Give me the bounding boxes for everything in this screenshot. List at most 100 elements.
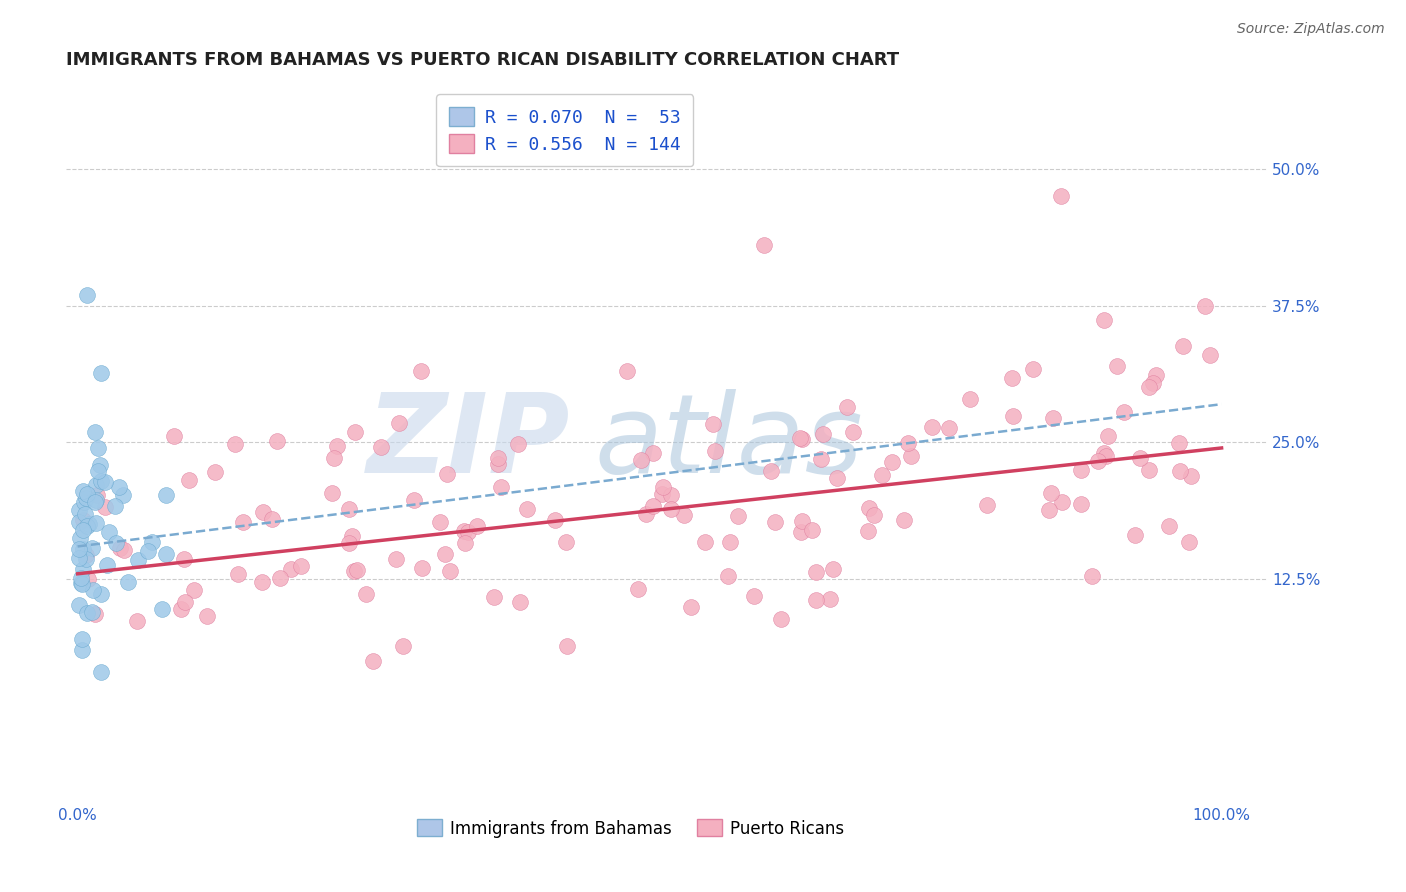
- Point: [323, 451, 346, 466]
- Point: [509, 595, 531, 609]
- Point: [72, 577, 94, 591]
- Point: [197, 608, 219, 623]
- Point: [703, 444, 725, 458]
- Point: [1022, 361, 1045, 376]
- Point: [727, 508, 749, 523]
- Point: [141, 534, 163, 549]
- Point: [818, 591, 841, 606]
- Point: [321, 486, 343, 500]
- Point: [790, 524, 813, 539]
- Point: [439, 564, 461, 578]
- Point: [72, 523, 94, 537]
- Point: [821, 562, 844, 576]
- Text: ZIP: ZIP: [367, 389, 571, 496]
- Point: [770, 612, 793, 626]
- Point: [77, 572, 100, 586]
- Point: [1092, 312, 1115, 326]
- Point: [938, 421, 960, 435]
- Point: [858, 501, 880, 516]
- Point: [136, 544, 159, 558]
- Point: [1094, 450, 1116, 464]
- Point: [76, 519, 98, 533]
- Point: [183, 583, 205, 598]
- Point: [260, 512, 283, 526]
- Point: [789, 431, 811, 445]
- Point: [1144, 368, 1167, 382]
- Point: [1178, 534, 1201, 549]
- Point: [882, 455, 904, 469]
- Point: [1157, 518, 1180, 533]
- Point: [1002, 409, 1025, 424]
- Text: IMMIGRANTS FROM BAHAMAS VS PUERTO RICAN DISABILITY CORRELATION CHART: IMMIGRANTS FROM BAHAMAS VS PUERTO RICAN …: [66, 51, 900, 69]
- Point: [453, 524, 475, 538]
- Point: [67, 503, 90, 517]
- Point: [433, 547, 456, 561]
- Point: [90, 474, 112, 488]
- Point: [232, 516, 254, 530]
- Point: [508, 436, 530, 450]
- Point: [1168, 464, 1191, 478]
- Point: [84, 516, 107, 531]
- Point: [1142, 376, 1164, 390]
- Point: [1092, 446, 1115, 460]
- Point: [1167, 435, 1189, 450]
- Point: [72, 483, 94, 498]
- Point: [856, 524, 879, 538]
- Point: [343, 565, 366, 579]
- Point: [252, 505, 274, 519]
- Point: [555, 535, 578, 549]
- Point: [804, 593, 827, 607]
- Point: [83, 495, 105, 509]
- Point: [72, 494, 94, 508]
- Point: [544, 513, 567, 527]
- Point: [90, 587, 112, 601]
- Point: [429, 515, 451, 529]
- Point: [1105, 359, 1128, 373]
- Point: [108, 541, 131, 555]
- Point: [72, 513, 94, 527]
- Legend: R = 0.070  N =  53, R = 0.556  N = 144: R = 0.070 N = 53, R = 0.556 N = 144: [436, 94, 693, 166]
- Point: [105, 535, 128, 549]
- Point: [636, 507, 658, 521]
- Point: [900, 449, 922, 463]
- Point: [280, 562, 302, 576]
- Point: [761, 464, 783, 478]
- Point: [152, 601, 174, 615]
- Point: [1040, 485, 1063, 500]
- Point: [173, 551, 195, 566]
- Point: [125, 614, 148, 628]
- Point: [1042, 411, 1064, 425]
- Point: [652, 480, 675, 494]
- Point: [84, 607, 107, 621]
- Point: [436, 467, 458, 481]
- Point: [489, 480, 512, 494]
- Point: [67, 551, 90, 566]
- Point: [717, 568, 740, 582]
- Point: [659, 487, 682, 501]
- Point: [340, 529, 363, 543]
- Point: [404, 492, 426, 507]
- Point: [111, 488, 134, 502]
- Point: [90, 665, 112, 680]
- Point: [752, 238, 775, 252]
- Point: [679, 599, 702, 614]
- Point: [337, 502, 360, 516]
- Point: [97, 525, 120, 540]
- Point: [516, 501, 538, 516]
- Point: [792, 514, 814, 528]
- Point: [290, 558, 312, 573]
- Point: [659, 501, 682, 516]
- Point: [117, 575, 139, 590]
- Point: [86, 477, 108, 491]
- Point: [77, 517, 100, 532]
- Point: [1001, 371, 1024, 385]
- Point: [204, 465, 226, 479]
- Point: [104, 499, 127, 513]
- Point: [870, 467, 893, 482]
- Point: [976, 498, 998, 512]
- Point: [557, 639, 579, 653]
- Point: [343, 425, 366, 440]
- Point: [1173, 338, 1195, 352]
- Point: [75, 548, 97, 562]
- Text: atlas: atlas: [595, 389, 863, 496]
